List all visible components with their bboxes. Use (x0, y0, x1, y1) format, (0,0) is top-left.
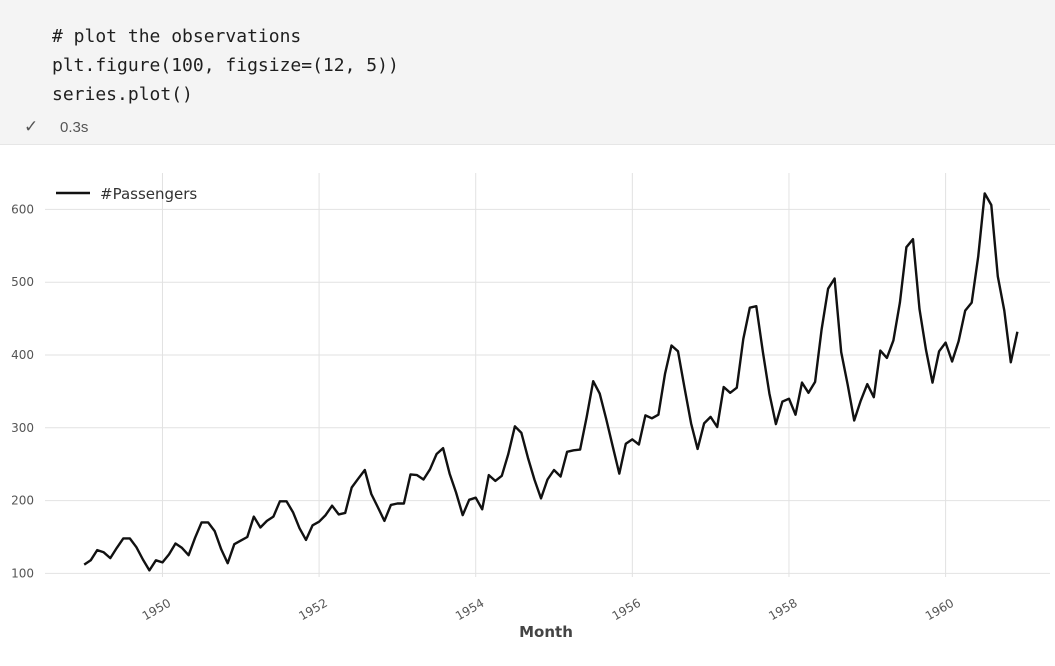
y-tick-labels: 100 200 300 400 500 600 (11, 202, 34, 580)
code-cell[interactable]: # plot the observations plt.figure(100, f… (0, 0, 1055, 145)
x-tick-label: 1958 (766, 596, 799, 623)
y-tick-label: 600 (11, 202, 34, 216)
check-icon: ✓ (24, 117, 39, 136)
code-line-comment: # plot the observations (52, 26, 302, 47)
x-tick-label: 1954 (453, 596, 486, 623)
y-tick-label: 400 (11, 348, 34, 362)
x-tick-label: 1952 (296, 596, 329, 623)
y-tick-label: 200 (11, 494, 34, 508)
x-tick-label: 1956 (610, 596, 643, 623)
x-axis-label: Month (519, 623, 573, 641)
cell-output: 100 200 300 400 500 600 1950 1952 1954 1956 1958 1… (0, 145, 1055, 661)
y-tick-label: 500 (11, 275, 34, 289)
code-editor[interactable]: # plot the observations plt.figure(100, f… (52, 22, 399, 109)
code-line-figure: plt.figure(100, figsize=(12, 5)) (52, 55, 399, 76)
code-line-plot: series.plot() (52, 84, 193, 105)
chart-legend: #Passengers (56, 185, 197, 203)
y-tick-label: 300 (11, 421, 34, 435)
legend-label: #Passengers (100, 185, 197, 203)
series-line-passengers (83, 192, 1019, 572)
execution-time: 0.3s (60, 118, 89, 136)
x-tick-labels: 1950 1952 1954 1956 1958 1960 (140, 596, 957, 623)
x-tick-label: 1960 (923, 596, 956, 623)
x-tick-label: 1950 (140, 596, 173, 623)
cell-status: ✓ 0.3s (24, 117, 88, 137)
chart-grid (45, 173, 1050, 577)
y-tick-label: 100 (11, 566, 34, 580)
